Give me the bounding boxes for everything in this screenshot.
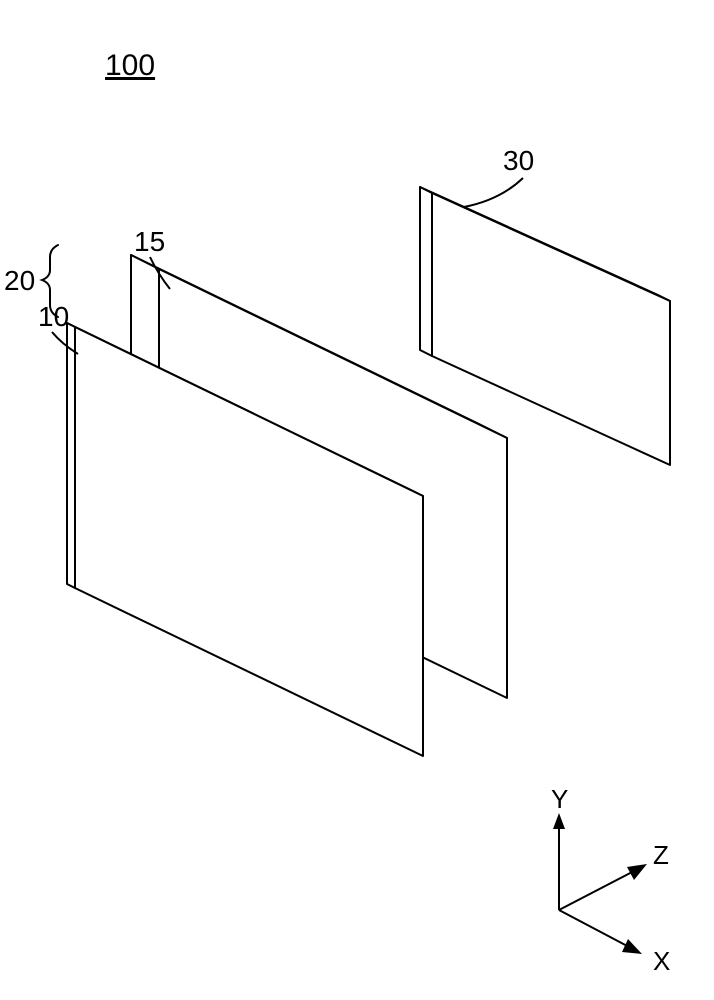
coordinate-axes <box>553 813 647 954</box>
axis-label-y: Y <box>551 784 568 814</box>
label-20: 20 <box>4 265 35 296</box>
axis-label-x: X <box>653 946 670 976</box>
figure-reference: 100 <box>105 49 155 82</box>
label-15: 15 <box>134 226 165 257</box>
label-10: 10 <box>38 301 69 332</box>
diagram-canvas: 100 30 20 15 10 <box>0 0 714 1000</box>
axis-label-z: Z <box>653 840 669 870</box>
label-30: 30 <box>503 145 534 176</box>
leader-30 <box>464 178 523 207</box>
